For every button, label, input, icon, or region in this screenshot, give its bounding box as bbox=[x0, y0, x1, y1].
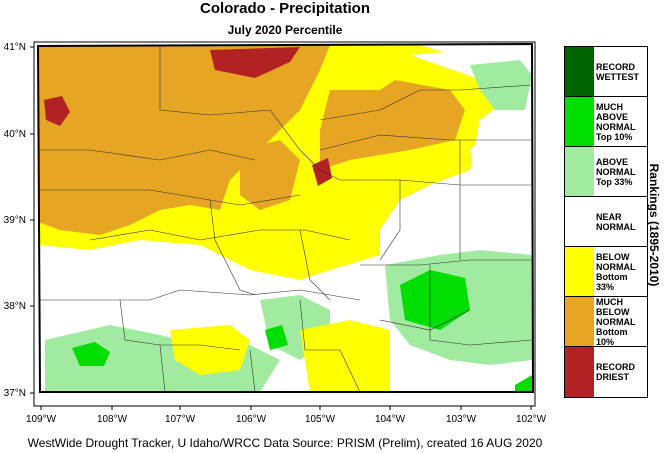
legend-item: NEAR NORMAL bbox=[565, 197, 647, 247]
region-much-above-normal-1 bbox=[400, 270, 470, 330]
legend-item: MUCH ABOVE NORMAL Top 10% bbox=[565, 97, 647, 147]
legend-item: BELOW NORMAL Bottom 33% bbox=[565, 247, 647, 297]
y-tick-label: 39°N bbox=[4, 215, 26, 226]
map-frame bbox=[33, 41, 536, 407]
x-tick-label: 102°W bbox=[516, 414, 547, 425]
region-record-driest-3 bbox=[312, 158, 332, 186]
legend-item-label: RECORD WETTEST bbox=[596, 61, 639, 82]
region-above-normal-sw bbox=[45, 325, 280, 392]
region-record-driest-1 bbox=[210, 47, 300, 78]
legend-item-label: MUCH ABOVE NORMAL Top 10% bbox=[596, 101, 636, 142]
x-tick-label: 105°W bbox=[305, 414, 336, 425]
county-boundaries bbox=[40, 46, 533, 393]
legend-item: RECORD DRIEST bbox=[565, 347, 647, 397]
x-tick-label: 108°W bbox=[97, 414, 128, 425]
legend-item: MUCH BELOW NORMAL Bottom 10% bbox=[565, 297, 647, 347]
legend-item: RECORD WETTEST bbox=[565, 47, 647, 97]
region-below-normal-se bbox=[300, 320, 390, 392]
y-tick-label: 37°N bbox=[4, 388, 26, 399]
legend-item-label: ABOVE NORMAL Top 33% bbox=[596, 156, 636, 187]
x-tick-label: 103°W bbox=[446, 414, 477, 425]
region-much-above-normal-2 bbox=[72, 342, 110, 366]
y-axis-ticks: 41°N 40°N 39°N 38°N 37°N bbox=[4, 42, 34, 399]
legend-item-label: NEAR NORMAL bbox=[596, 211, 636, 232]
legend-item: ABOVE NORMAL Top 33% bbox=[565, 147, 647, 197]
footer-credit: WestWide Drought Tracker, U Idaho/WRCC D… bbox=[27, 436, 543, 450]
region-above-normal-ne bbox=[470, 60, 532, 110]
legend-item-label: RECORD DRIEST bbox=[596, 362, 636, 382]
y-tick-label: 41°N bbox=[4, 42, 26, 53]
x-tick-label: 107°W bbox=[165, 414, 196, 425]
legend: RECORD WETTEST MUCH ABOVE NORMAL Top 10% A… bbox=[564, 46, 648, 398]
legend-title: Rankings (1895-2010) bbox=[647, 163, 661, 287]
map-title: Colorado - Precipitation bbox=[199, 0, 370, 17]
region-much-above-normal-4 bbox=[265, 325, 288, 350]
map-subtitle: July 2020 Percentile bbox=[227, 23, 343, 37]
x-tick-label: 104°W bbox=[375, 414, 406, 425]
x-tick-label: 106°W bbox=[236, 414, 267, 425]
x-axis-ticks: 109°W 108°W 107°W 106°W 105°W 104°W 103°W 102°W bbox=[26, 406, 547, 425]
region-much-below-normal-north bbox=[38, 45, 330, 235]
x-tick-label: 109°W bbox=[26, 414, 57, 425]
colorado-border bbox=[36, 42, 535, 393]
region-below-normal-sc bbox=[170, 325, 250, 375]
y-tick-label: 40°N bbox=[4, 129, 26, 140]
legend-item-label: BELOW NORMAL Bottom 33% bbox=[596, 251, 636, 292]
region-much-below-normal-center bbox=[240, 140, 300, 210]
region-much-below-normal-ne bbox=[320, 80, 465, 170]
y-tick-label: 38°N bbox=[4, 301, 26, 312]
legend-item-label: MUCH BELOW NORMAL Bottom 10% bbox=[596, 296, 636, 347]
region-much-above-normal-3 bbox=[515, 375, 532, 392]
region-record-driest-2 bbox=[44, 96, 70, 126]
region-near-normal-ne bbox=[410, 46, 532, 220]
precipitation-regions bbox=[38, 45, 532, 392]
